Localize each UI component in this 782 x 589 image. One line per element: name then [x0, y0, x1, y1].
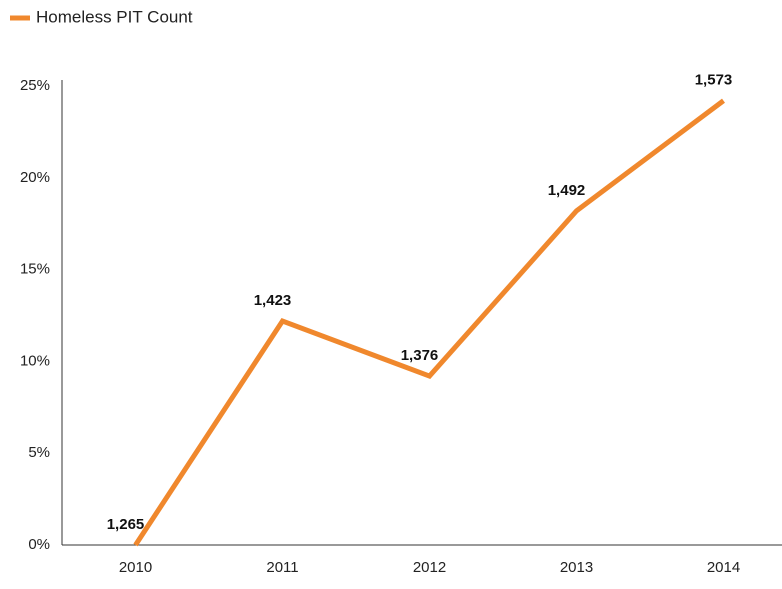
data-label: 1,423: [254, 292, 292, 309]
y-tick-label: 10%: [20, 352, 50, 369]
x-tick-label: 2012: [413, 559, 446, 576]
x-tick-label: 2014: [707, 559, 740, 576]
legend-label: Homeless PIT Count: [36, 7, 193, 26]
y-tick-label: 0%: [28, 536, 50, 553]
data-label: 1,376: [401, 347, 439, 364]
x-tick-label: 2013: [560, 559, 593, 576]
y-tick-label: 15%: [20, 261, 50, 278]
x-tick-label: 2011: [266, 559, 298, 576]
y-tick-label: 25%: [20, 77, 50, 94]
data-label: 1,265: [107, 516, 145, 533]
y-tick-label: 20%: [20, 169, 50, 186]
data-label: 1,492: [548, 182, 586, 199]
y-tick-label: 5%: [28, 444, 50, 461]
x-tick-label: 2010: [119, 559, 152, 576]
series-line: [133, 98, 725, 547]
data-label: 1,573: [695, 72, 733, 89]
